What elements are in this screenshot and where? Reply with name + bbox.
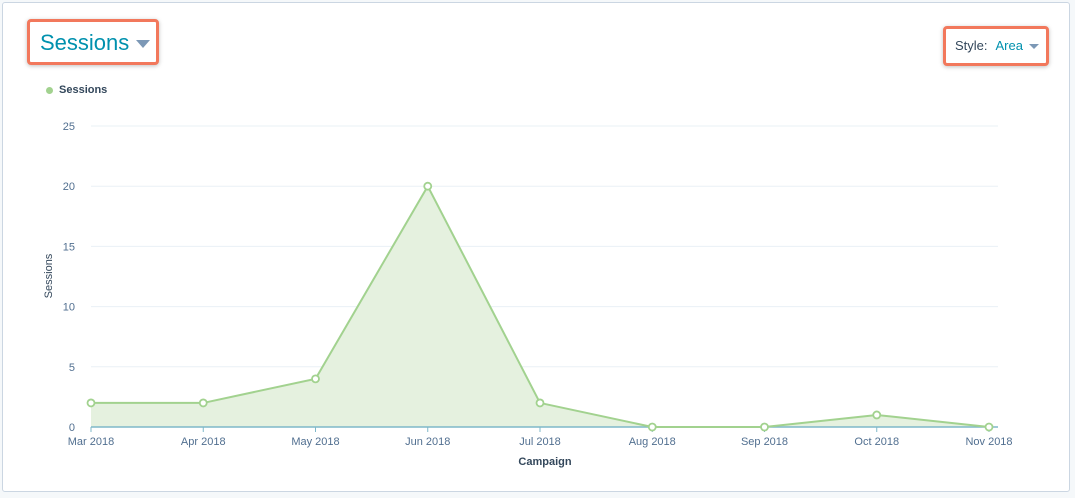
x-tick-label: Apr 2018 [181, 436, 226, 448]
data-point [647, 422, 657, 432]
data-point [198, 398, 208, 408]
x-tick-label: Mar 2018 [68, 436, 114, 448]
caret-down-icon [136, 40, 151, 48]
y-tick-label: 25 [63, 121, 75, 133]
data-point [311, 374, 320, 384]
metric-dropdown[interactable]: Sessions [40, 30, 151, 56]
style-selector: Style: Area [955, 38, 1039, 53]
y-tick-label: 0 [69, 422, 75, 434]
x-tick-label: Nov 2018 [965, 436, 1012, 448]
x-tick-label: Jun 2018 [405, 436, 450, 448]
style-selector-highlight: Style: Area [943, 26, 1049, 66]
x-tick-label: Sep 2018 [741, 436, 788, 448]
legend-entry-sessions: Sessions [59, 84, 108, 96]
data-point [423, 181, 433, 191]
data-point [760, 422, 769, 432]
chart-legend: Sessions [46, 84, 107, 96]
x-tick-label: Oct 2018 [854, 436, 899, 448]
x-tick-label: Aug 2018 [629, 436, 676, 448]
data-point [984, 422, 994, 432]
style-dropdown[interactable]: Area [995, 38, 1023, 53]
metric-label: Sessions [40, 30, 130, 55]
y-tick-label: 5 [69, 362, 75, 374]
y-axis-title: Sessions [43, 253, 55, 298]
y-tick-label: 20 [63, 181, 75, 193]
x-tick-label: Jul 2018 [519, 436, 561, 448]
caret-down-icon [1028, 43, 1039, 49]
data-point [872, 410, 882, 420]
y-tick-label: 10 [63, 302, 75, 314]
data-point [535, 398, 545, 408]
metric-selector-highlight: Sessions [27, 19, 159, 65]
legend-dot-icon [46, 86, 53, 94]
x-axis-title: Campaign [518, 456, 571, 468]
data-point [86, 398, 96, 408]
style-prefix-label: Style: [955, 38, 988, 53]
x-tick-label: May 2018 [291, 436, 339, 448]
y-tick-label: 15 [63, 241, 75, 253]
